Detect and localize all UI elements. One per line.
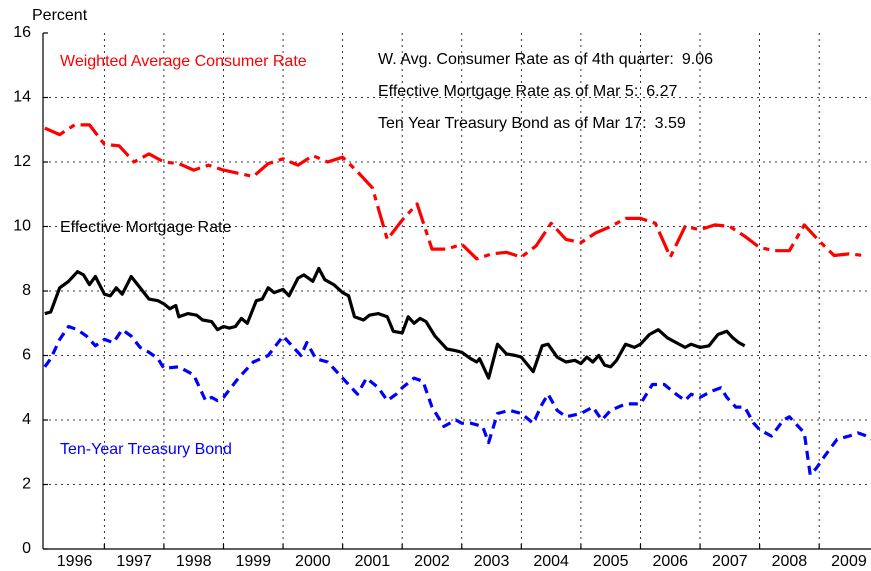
x-tick-label: 2005 [593, 553, 629, 570]
annotation-label: Ten Year Treasury Bond as of Mar 17: [378, 115, 647, 132]
y-tick-label: 8 [22, 282, 31, 299]
series-label: Weighted Average Consumer Rate [60, 53, 307, 70]
y-tick-label: 6 [22, 347, 31, 364]
x-tick-label: 1998 [176, 553, 212, 570]
annotation-value: 9.06 [682, 51, 713, 68]
x-tick-label: 2008 [772, 553, 808, 570]
y-tick-label: 2 [22, 476, 31, 493]
annotation-label: Effective Mortgage Rate as of Mar 5: [378, 83, 638, 100]
y-tick-label: 0 [22, 540, 31, 557]
series-label: Ten-Year Treasury Bond [60, 441, 232, 458]
y-tick-label: 4 [22, 411, 31, 428]
x-tick-label: 2007 [712, 553, 748, 570]
y-axis-label: Percent [32, 7, 88, 24]
annotation: Ten Year Treasury Bond as of Mar 17: 3.59 [378, 115, 686, 132]
annotation: Effective Mortgage Rate as of Mar 5: 6.27 [378, 83, 678, 100]
annotation-label: W. Avg. Consumer Rate as of 4th quarter: [378, 51, 674, 68]
series-label: Effective Mortgage Rate [60, 219, 231, 236]
y-tick-label: 12 [13, 153, 31, 170]
annotation: W. Avg. Consumer Rate as of 4th quarter:… [378, 51, 713, 68]
x-tick-label: 2004 [533, 553, 569, 570]
series-line [44, 266, 746, 380]
x-tick-label: 2009 [831, 553, 867, 570]
y-tick-label: 10 [13, 218, 31, 235]
annotation-value: 6.27 [646, 83, 677, 100]
x-tick-label: 1999 [235, 553, 271, 570]
x-tick-label: 2001 [355, 553, 391, 570]
x-tick-label: 2003 [474, 553, 510, 570]
series-line [44, 123, 865, 261]
x-tick-label: 2006 [652, 553, 688, 570]
y-tick-label: 14 [13, 89, 31, 106]
annotation-value: 3.59 [655, 115, 686, 132]
x-tick-label: 1996 [57, 553, 93, 570]
y-tick-label: 16 [13, 24, 31, 41]
series-line [43, 324, 871, 477]
x-tick-label: 2000 [295, 553, 331, 570]
x-tick-label: 1997 [116, 553, 152, 570]
x-tick-label: 2002 [414, 553, 450, 570]
